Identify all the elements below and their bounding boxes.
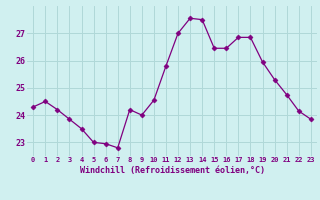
X-axis label: Windchill (Refroidissement éolien,°C): Windchill (Refroidissement éolien,°C)	[79, 166, 265, 175]
